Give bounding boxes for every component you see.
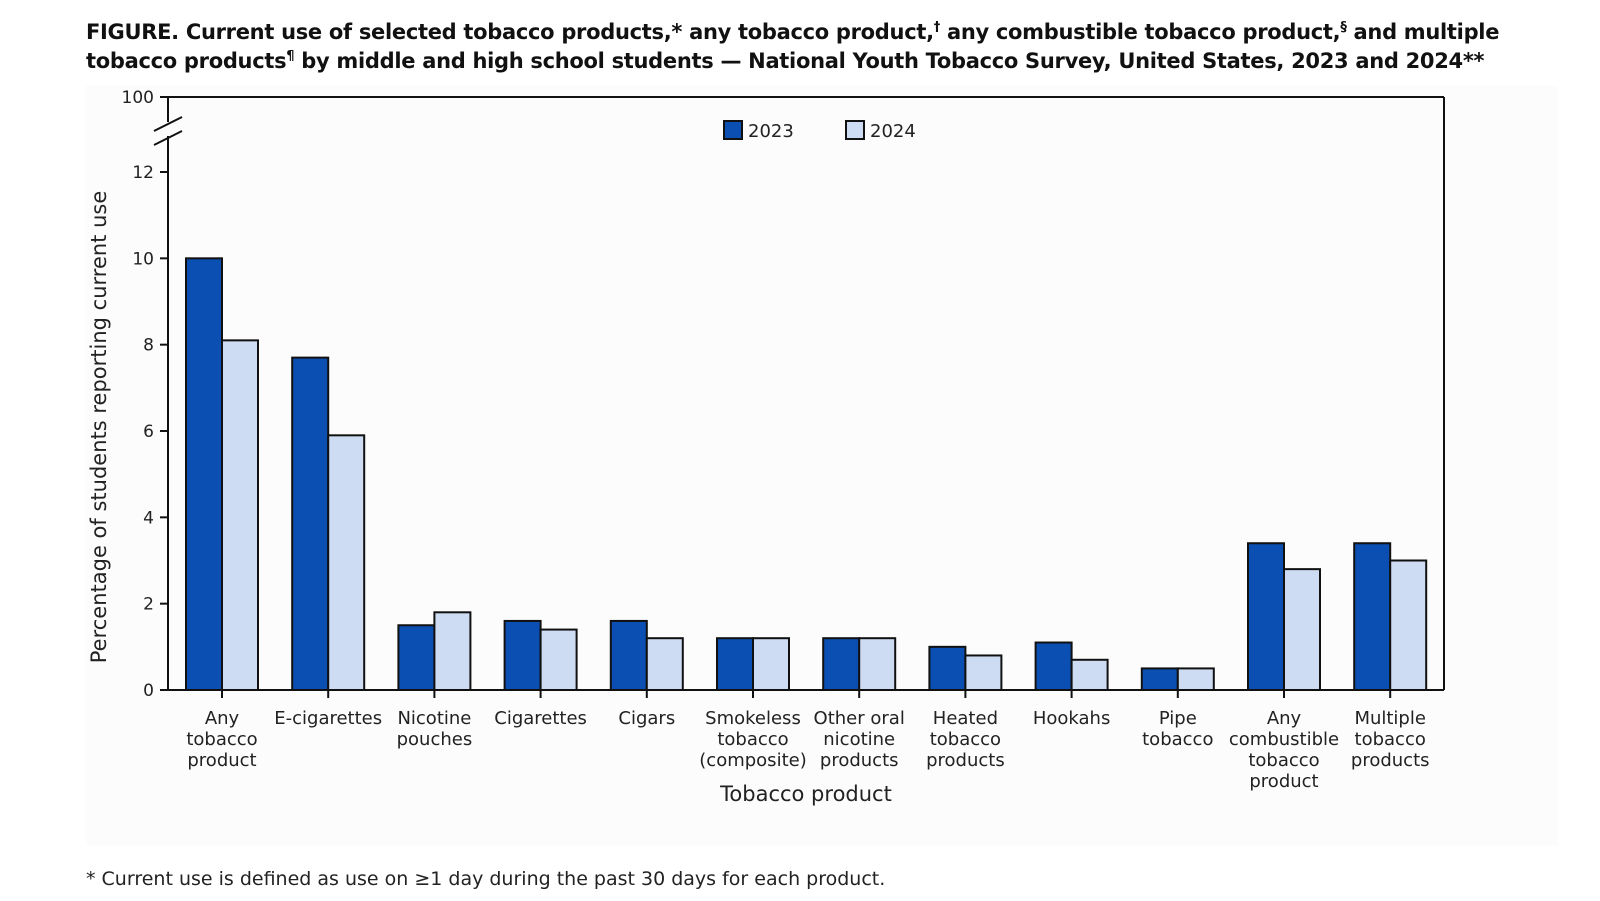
legend-swatch-2024: [845, 120, 865, 140]
x-category-label-line: E-cigarettes: [274, 708, 382, 729]
x-category-label-line: Multiple: [1354, 708, 1426, 729]
x-category-label: Other oral nicotine products: [814, 708, 905, 771]
bar-2023: [503, 619, 542, 692]
x-category-label-line: Smokeless: [705, 708, 801, 729]
x-category-label-line: tobacco: [930, 729, 1001, 750]
bar-2023: [1034, 641, 1073, 691]
x-category-label-line: product: [187, 750, 256, 771]
x-category-label-line: combustible: [1229, 729, 1339, 750]
bar-chart: 100 0 2 4 6 8 10 12 Percentage of students repor…: [87, 88, 1445, 806]
bar-2023: [291, 356, 330, 691]
x-category-label: Any tobacco product: [186, 708, 257, 771]
bar-2024: [539, 628, 578, 691]
legend-swatch-2023: [723, 120, 743, 140]
x-category-label-line: (composite): [699, 750, 806, 771]
x-category-label-line: Nicotine: [397, 708, 471, 729]
chart-area: 100 0 2 4 6 8 10 12 Percentage of students repor…: [86, 86, 1558, 846]
bar-2023: [1140, 667, 1179, 692]
x-category-label: Multiple tobacco products: [1351, 708, 1430, 771]
x-axis-title: Tobacco product: [719, 782, 892, 806]
bar-2023: [928, 645, 967, 691]
x-category-label-line: products: [820, 750, 899, 771]
figure-title-part: any combustible tobacco product,: [939, 20, 1341, 44]
x-category-label-line: Any: [1267, 708, 1302, 729]
x-category-label-line: products: [926, 750, 1005, 771]
x-category-label-line: Heated: [933, 708, 998, 729]
bar-2023: [716, 637, 754, 692]
y-tick-label: 4: [143, 508, 154, 528]
x-category-label-line: Other oral: [814, 708, 905, 729]
x-category-label: Nicotine pouches: [397, 708, 473, 750]
axis-break-mark: [153, 116, 183, 132]
x-category-label: Any combustible tobacco product: [1229, 708, 1339, 792]
x-category-label: Smokeless tobacco (composite): [699, 708, 806, 771]
footnote: * Current use is defined as use on ≥1 da…: [86, 868, 886, 890]
x-category-label-line: tobacco: [1142, 729, 1213, 750]
x-category-label-line: tobacco: [1355, 729, 1426, 750]
x-category-label-line: tobacco: [186, 729, 257, 750]
x-category-label-line: tobacco: [1248, 750, 1319, 771]
legend-label: 2023: [748, 121, 794, 142]
pilcrow-mark: ¶: [286, 49, 295, 64]
legend-label: 2024: [870, 121, 916, 142]
y-tick-label: 0: [143, 681, 154, 701]
axis-break-mark: [153, 130, 183, 146]
bar-2023: [397, 624, 436, 691]
x-category-label-line: Cigarettes: [494, 708, 587, 729]
x-category-label: Hookahs: [1033, 708, 1110, 729]
bar-2024: [327, 434, 366, 692]
y-tick-label: 8: [143, 336, 154, 356]
x-category-label: E-cigarettes: [274, 708, 382, 729]
dagger-mark: †: [933, 20, 941, 35]
x-category-label: Heated tobacco products: [926, 708, 1005, 771]
y-tick-label: 10: [132, 249, 154, 269]
bar-2023: [185, 257, 223, 691]
y-tick-label: 2: [143, 595, 154, 615]
x-category-label-line: nicotine: [823, 729, 895, 750]
y-tick-label: 100: [122, 88, 154, 108]
bar-2024: [1389, 559, 1428, 691]
x-category-label: Cigarettes: [494, 708, 587, 729]
bar-2024: [1176, 667, 1215, 692]
y-tick-label: 12: [132, 163, 154, 183]
y-tick-label: 6: [143, 422, 154, 442]
x-category-label: Cigars: [618, 708, 675, 729]
bar-2024: [1283, 568, 1321, 691]
x-category-label-line: Cigars: [618, 708, 675, 729]
bar-2024: [645, 637, 684, 692]
section-mark: §: [1340, 20, 1347, 35]
bar-2023: [822, 637, 861, 692]
x-category-label: Pipe tobacco: [1142, 708, 1213, 750]
x-category-label-line: product: [1249, 771, 1318, 792]
bar-2024: [752, 637, 790, 692]
figure-title-part: and multiple tobacco products: [86, 20, 1500, 73]
x-category-label-line: tobacco: [717, 729, 788, 750]
bar-2023: [609, 619, 648, 692]
figure-title-part: . Current use of selected tobacco produc…: [171, 20, 934, 44]
x-category-label-line: Any: [205, 708, 240, 729]
y-axis-title: Percentage of students reporting current…: [87, 191, 111, 664]
x-category-label-line: products: [1351, 750, 1430, 771]
bar-2023: [1247, 542, 1285, 691]
figure-title: FIGURE. Current use of selected tobacco …: [86, 18, 1546, 76]
bar-2024: [433, 611, 472, 691]
figure-title-lead: FIGURE: [86, 20, 172, 44]
bar-2023: [1353, 542, 1392, 691]
x-category-label-line: Pipe: [1159, 708, 1197, 729]
figure-title-part: by middle and high school students — Nat…: [294, 49, 1485, 73]
bar-2024: [1070, 658, 1109, 691]
bar-2024: [964, 654, 1003, 692]
x-category-label-line: pouches: [397, 729, 473, 750]
bar-2024: [221, 339, 259, 691]
x-category-label-line: Hookahs: [1033, 708, 1110, 729]
bar-2024: [858, 637, 897, 692]
